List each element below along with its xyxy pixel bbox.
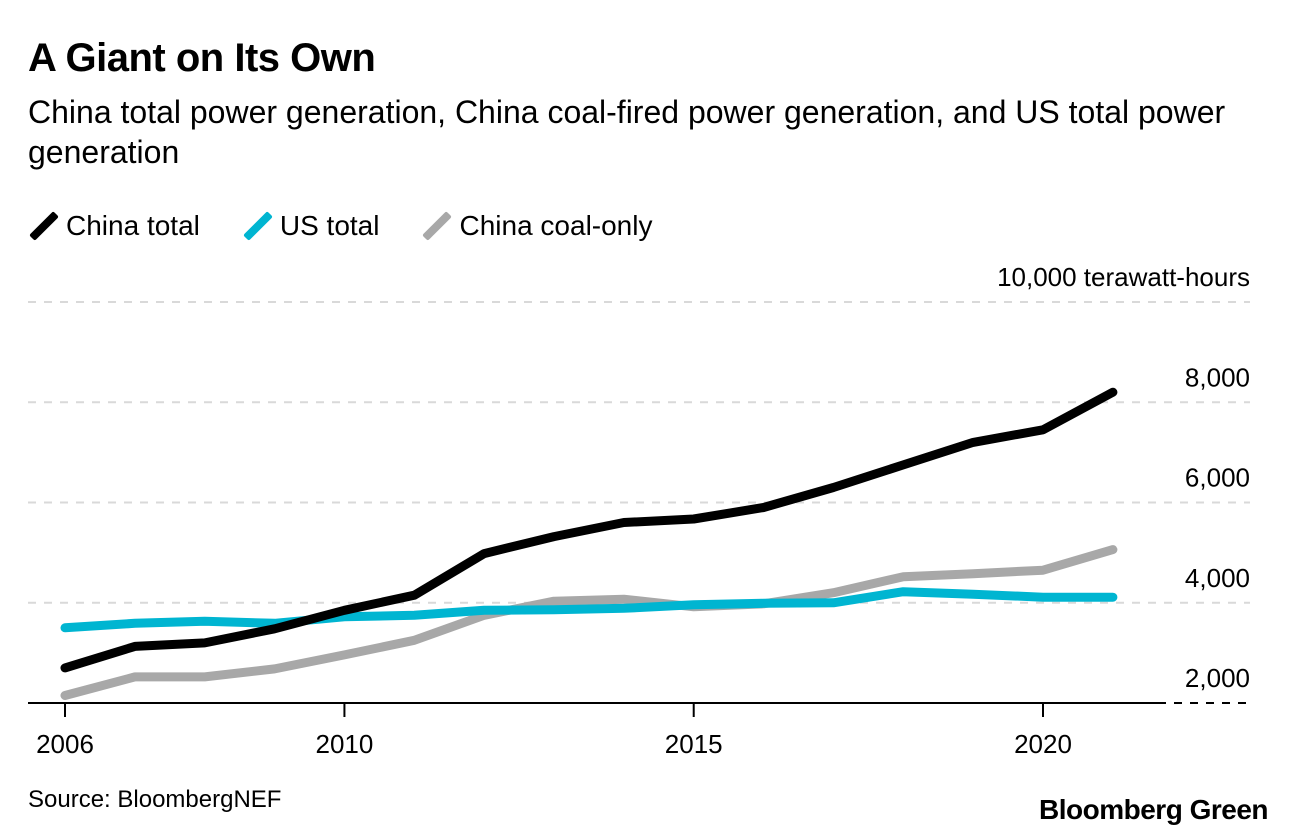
y-tick-label-10000: 10,000 terawatt-hours (997, 262, 1250, 292)
x-tick-label-2010: 2010 (316, 729, 374, 759)
legend-label-china-total: China total (66, 210, 200, 241)
series-line-us-total (60, 587, 1118, 633)
legend-label-us-total: US total (279, 210, 380, 241)
brand-logo: Bloomberg Green (1039, 794, 1268, 825)
y-tick-label-8000: 8,000 (1185, 362, 1250, 392)
y-tick-label-2000: 2,000 (1185, 663, 1250, 693)
source-note: Source: BloombergNEF (28, 786, 282, 813)
legend: China total US total China coal-only (28, 206, 694, 246)
legend-item-china-coal: China coal-only (421, 210, 652, 242)
chart-title: A Giant on Its Own (28, 36, 376, 80)
x-tick-label-2020: 2020 (1014, 729, 1072, 759)
y-tick-label-4000: 4,000 (1185, 563, 1250, 593)
series-line-china-total (60, 387, 1118, 673)
y-tick-label-6000: 6,000 (1185, 463, 1250, 493)
legend-item-us-total: US total (242, 210, 380, 242)
series-line-china-coal-only (60, 545, 1118, 700)
chart-subtitle: China total power generation, China coal… (28, 94, 1226, 170)
legend-label-china-coal: China coal-only (459, 210, 653, 241)
x-tick-label-2006: 2006 (36, 729, 94, 759)
legend-item-china-total: China total (28, 210, 200, 242)
x-tick-label-2015: 2015 (665, 729, 723, 759)
